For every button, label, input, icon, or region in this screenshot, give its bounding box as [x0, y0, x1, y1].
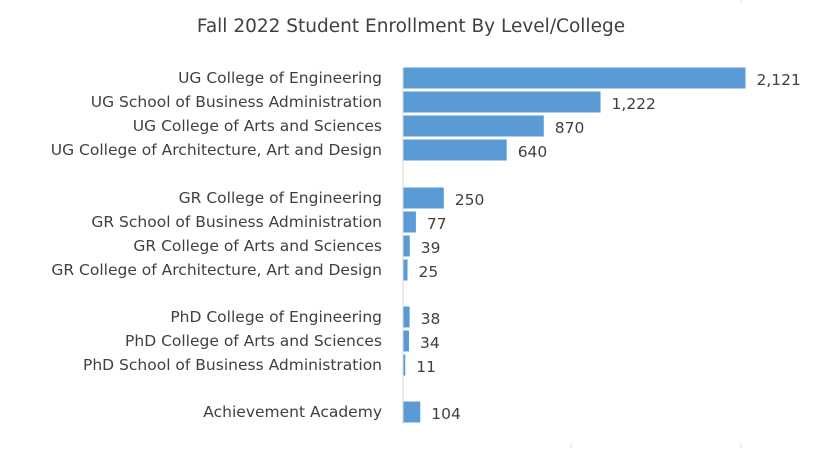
bar	[403, 259, 408, 281]
category-label: GR College of Engineering	[179, 189, 382, 207]
category-label: GR College of Arts and Sciences	[133, 237, 382, 255]
category-label: PhD College of Arts and Sciences	[125, 332, 382, 350]
data-label: 2,121	[757, 71, 801, 89]
category-label: UG College of Arts and Sciences	[133, 117, 382, 135]
category-label: PhD School of Business Administration	[83, 356, 382, 374]
category-label: PhD College of Engineering	[170, 308, 382, 326]
data-label: 11	[416, 358, 436, 376]
data-label: 77	[427, 215, 447, 233]
chart-title: Fall 2022 Student Enrollment By Level/Co…	[196, 16, 626, 37]
category-label: UG College of Architecture, Art and Desi…	[51, 141, 382, 159]
data-label: 39	[421, 239, 441, 257]
data-label: 870	[555, 119, 585, 137]
category-label: UG College of Engineering	[178, 69, 382, 87]
bar	[403, 306, 410, 328]
data-label: 25	[419, 263, 439, 281]
bar	[403, 67, 746, 89]
data-label: 34	[420, 334, 440, 352]
bar	[403, 330, 409, 352]
data-label: 104	[431, 405, 461, 423]
category-label: GR School of Business Administration	[91, 213, 382, 231]
data-label: 1,222	[612, 95, 656, 113]
bar	[403, 91, 601, 113]
category-label: UG School of Business Administration	[91, 93, 382, 111]
bar	[403, 211, 416, 233]
data-label: 640	[518, 143, 548, 161]
category-label: Achievement Academy	[203, 403, 382, 421]
category-label: GR College of Architecture, Art and Desi…	[51, 261, 382, 279]
bar	[403, 187, 444, 209]
data-label: 250	[455, 191, 485, 209]
bar	[403, 401, 421, 423]
bar	[403, 354, 406, 376]
data-label: 38	[421, 310, 441, 328]
bar	[403, 235, 410, 257]
bar	[403, 115, 544, 137]
bar	[403, 139, 507, 161]
